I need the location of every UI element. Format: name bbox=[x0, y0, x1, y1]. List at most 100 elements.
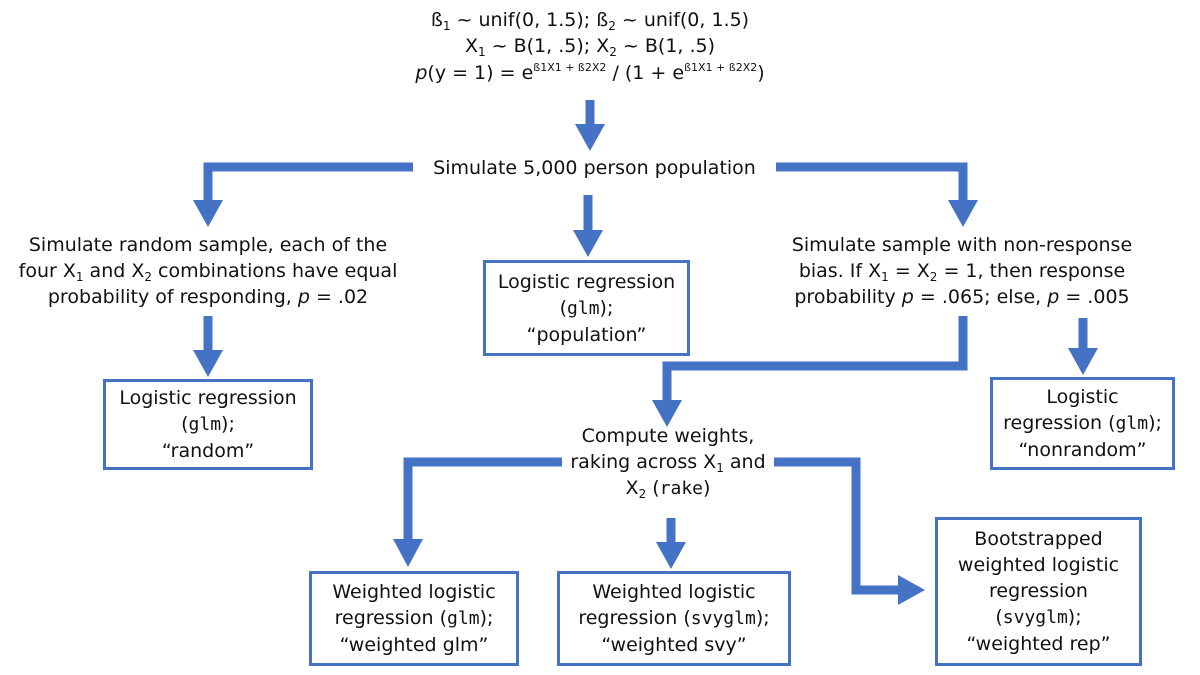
random-box-paren-open: ( bbox=[181, 413, 189, 435]
beta1-distribution: ~ unif(0, 1.5); bbox=[450, 9, 597, 31]
random-sample-text: Simulate random sample, each of the four… bbox=[18, 232, 398, 310]
prob-p: p bbox=[415, 62, 428, 84]
compute-weights-line2-a: raking across X bbox=[570, 451, 717, 473]
random-line2-c: combinations have equal bbox=[152, 260, 398, 282]
x2-subscript: 2 bbox=[609, 45, 617, 59]
nonresponse-line1: Simulate sample with non-response bbox=[791, 234, 1133, 256]
beta2-distribution: ~ unif(0, 1.5) bbox=[615, 9, 750, 31]
weighted-rep-line4: (svyglm); bbox=[958, 604, 1119, 631]
arrowhead-population-box bbox=[573, 230, 603, 257]
weighted-rep-line3: regression bbox=[989, 580, 1088, 602]
compute-code: rake bbox=[659, 478, 704, 499]
arrowhead-nonrandom-box bbox=[1068, 348, 1098, 375]
weighted-rep-line5: “weighted rep” bbox=[966, 633, 1111, 655]
random-line3-p: p bbox=[297, 286, 310, 308]
random-box-paren-close: ); bbox=[221, 413, 235, 435]
arrow-weights-to-weighted-rep bbox=[774, 457, 900, 595]
population-code: glm bbox=[567, 297, 600, 319]
weighted-svy-line2-b: ); bbox=[755, 607, 770, 629]
box-weighted-rep: Bootstrapped weighted logistic regressio… bbox=[935, 517, 1142, 666]
header-covariates: X1 ~ B(1, .5); X2 ~ B(1, .5) bbox=[340, 33, 840, 59]
nonresponse-line3-p1: p bbox=[901, 286, 914, 308]
nonresponse-line3-a: probability bbox=[794, 286, 902, 308]
weighted-rep-paren-close: ); bbox=[1067, 606, 1082, 628]
prob-equals: (y = 1) = bbox=[427, 62, 522, 84]
random-box-line1: Logistic regression bbox=[119, 387, 297, 409]
arrowhead-random-box bbox=[193, 350, 223, 377]
random-box-code: glm bbox=[188, 414, 222, 435]
compute-weights-line3: X2 (rake) bbox=[562, 475, 774, 502]
x1-symbol: X bbox=[464, 35, 478, 57]
box-nonrandom: Logistic regression (glm); “nonrandom” bbox=[990, 377, 1175, 470]
nonresponse-x1-subscript: 1 bbox=[881, 270, 889, 284]
x1-subscript: 1 bbox=[477, 45, 486, 59]
nonresponse-line3-b: = .065; else, bbox=[913, 286, 1048, 308]
box-random: Logistic regression (glm); “random” bbox=[103, 379, 313, 470]
prob-exponent-1: ß1X1 + ß2X2 bbox=[533, 61, 607, 74]
compute-weights-text: Compute weights, raking across X1 and X2… bbox=[562, 423, 774, 502]
weighted-svy-line2: regression (svyglm); bbox=[578, 605, 769, 632]
prob-exp-base-2: e bbox=[672, 62, 685, 84]
weighted-glm-line2: regression (glm); bbox=[332, 605, 495, 632]
compute-line3-a: X bbox=[625, 477, 639, 499]
nonresponse-sample-text: Simulate sample with non-response bias. … bbox=[772, 232, 1152, 310]
population-line3: “population” bbox=[526, 323, 647, 346]
x2-symbol: X bbox=[596, 35, 610, 57]
nonrandom-line1: Logistic bbox=[1046, 386, 1119, 408]
arrowhead-header-to-population bbox=[575, 124, 605, 151]
weighted-svy-line2-a: regression ( bbox=[578, 607, 691, 629]
compute-weights-line2: raking across X1 and bbox=[562, 449, 774, 475]
arrow-population-to-random-sample bbox=[203, 162, 413, 202]
weighted-glm-line3: “weighted glm” bbox=[339, 634, 489, 656]
population-paren-open: ( bbox=[559, 296, 568, 319]
arrowhead-random-sample bbox=[193, 200, 223, 227]
prob-close: ) bbox=[757, 62, 765, 84]
compute-x2-subscript: 2 bbox=[638, 487, 647, 501]
nonrandom-line2-b: ); bbox=[1148, 412, 1162, 434]
random-x1-subscript: 1 bbox=[75, 270, 84, 284]
x1-distribution: ~ B(1, .5); bbox=[485, 35, 597, 57]
prob-exp-base-1: e bbox=[521, 62, 534, 84]
weighted-glm-code: glm bbox=[447, 608, 480, 629]
prob-divide: / (1 + bbox=[606, 62, 673, 84]
beta1-symbol: ß bbox=[430, 9, 443, 31]
box-weighted-glm: Weighted logistic regression (glm); “wei… bbox=[309, 571, 519, 666]
x2-distribution: ~ B(1, .5) bbox=[616, 35, 716, 57]
arrow-nonresponse-to-compute-weights bbox=[662, 316, 968, 402]
random-line3-b: = .02 bbox=[309, 286, 369, 308]
random-sample-line2: four X1 and X2 combinations have equal bbox=[18, 258, 398, 284]
prob-exponent-2: ß1X1 + ß2X2 bbox=[684, 61, 758, 74]
random-sample-line3: probability of responding, p = .02 bbox=[18, 284, 398, 310]
compute-x1-subscript: 1 bbox=[716, 461, 724, 475]
random-line2-a: four X bbox=[18, 260, 76, 282]
weighted-rep-paren-open: ( bbox=[995, 606, 1003, 628]
nonresponse-x2-subscript: 2 bbox=[929, 270, 938, 284]
weighted-svy-code: svyglm bbox=[690, 608, 756, 629]
population-line1: Logistic regression bbox=[497, 270, 676, 293]
weighted-rep-line1: Bootstrapped bbox=[974, 528, 1103, 550]
compute-weights-line2-b: and bbox=[723, 451, 766, 473]
compute-line3-b: ( bbox=[646, 477, 660, 499]
compute-line3-c: ) bbox=[703, 477, 711, 499]
nonrandom-line2: regression (glm); bbox=[1003, 410, 1162, 437]
population-paren-close: ); bbox=[599, 296, 614, 319]
nonrandom-code: glm bbox=[1115, 413, 1149, 434]
weighted-rep-code: svyglm bbox=[1002, 607, 1068, 628]
arrowhead-compute-weights bbox=[652, 400, 682, 427]
weighted-glm-line2-b: ); bbox=[479, 607, 494, 629]
compute-weights-line1: Compute weights, bbox=[581, 425, 755, 447]
arrowhead-weighted-svy bbox=[656, 542, 686, 569]
nonresponse-line3-c: = .005 bbox=[1059, 286, 1130, 308]
random-line2-b: and X bbox=[83, 260, 145, 282]
nonresponse-line2: bias. If X1 = X2 = 1, then response bbox=[772, 258, 1152, 284]
arrowhead-weighted-glm bbox=[393, 539, 423, 567]
beta2-symbol: ß bbox=[596, 9, 609, 31]
beta1-subscript: 1 bbox=[442, 19, 451, 33]
header-probability: p(y = 1) = eß1X1 + ß2X2 / (1 + eß1X1 + ß… bbox=[340, 60, 840, 86]
random-x2-subscript: 2 bbox=[144, 270, 152, 284]
nonrandom-line2-a: regression ( bbox=[1003, 412, 1116, 434]
random-sample-line1: Simulate random sample, each of the bbox=[28, 234, 388, 256]
arrow-weights-to-weighted-glm bbox=[403, 457, 562, 541]
